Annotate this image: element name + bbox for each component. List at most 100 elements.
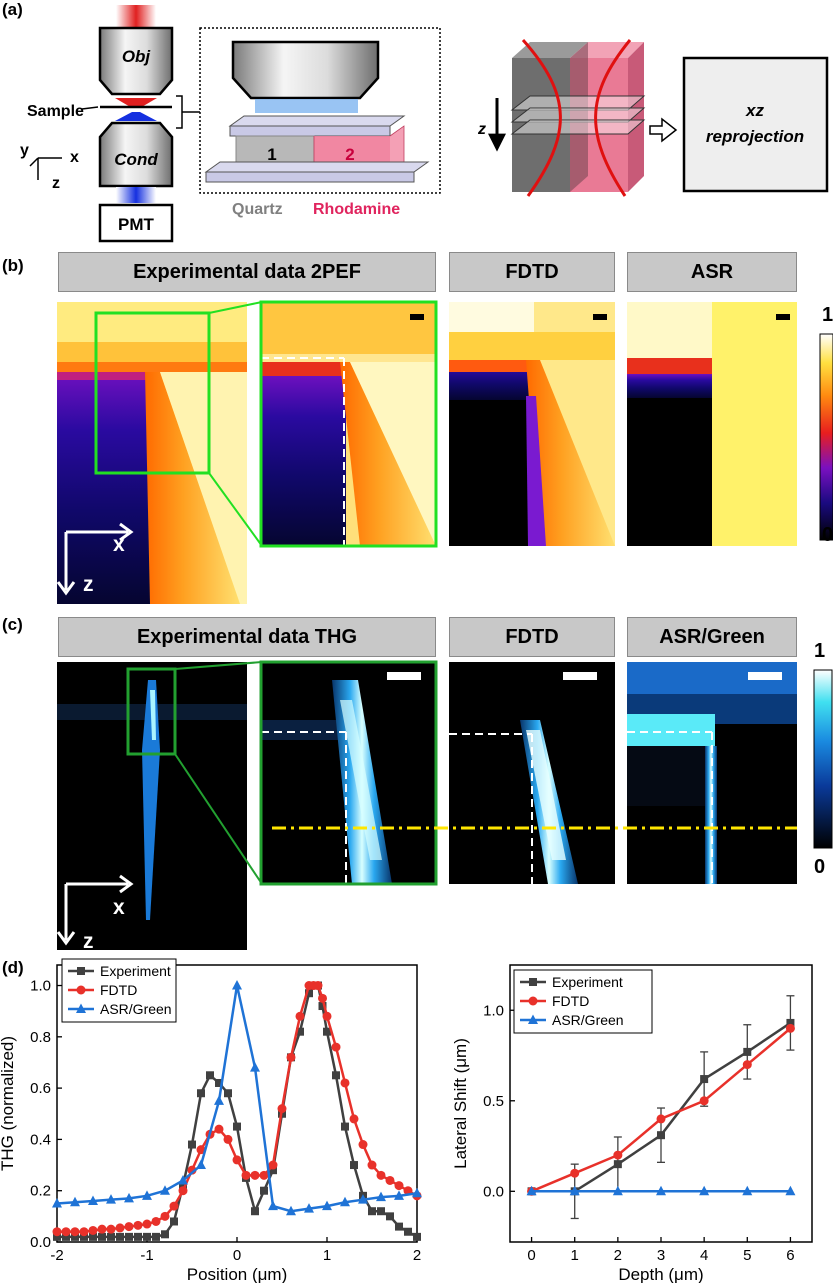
series-asr-green — [52, 980, 422, 1216]
b-axis-x-label: x — [113, 533, 125, 556]
data-point — [286, 1052, 296, 1062]
y-tick-label: 0.0 — [483, 1183, 504, 1200]
data-point — [133, 1220, 143, 1230]
data-point — [151, 1216, 161, 1226]
data-point — [367, 1160, 377, 1170]
image-2pef-experimental — [57, 302, 247, 604]
xz-reprojection-box — [682, 56, 829, 193]
detection-beam-blue — [116, 187, 156, 203]
legend-label: Experiment — [552, 974, 623, 990]
data-point — [259, 1170, 269, 1180]
data-point — [61, 1227, 71, 1237]
data-point — [143, 1232, 151, 1241]
x-tick-label: 1 — [571, 1247, 579, 1264]
legend-marker — [528, 996, 538, 1006]
y-tick-label: 0.6 — [30, 1080, 51, 1097]
data-point — [89, 1232, 97, 1241]
svg-text:z: z — [52, 175, 60, 192]
series-fdtd — [527, 1023, 795, 1196]
data-point — [251, 1207, 259, 1216]
series-asr-green — [526, 1185, 796, 1196]
zoom-line-bottom — [208, 472, 263, 547]
svg-text:x: x — [70, 149, 79, 166]
data-point — [340, 1196, 350, 1207]
b-title-asr: ASR — [627, 252, 797, 292]
x-axis-label: Depth (μm) — [618, 1265, 703, 1283]
data-point — [134, 1232, 142, 1241]
legend-marker — [76, 1003, 86, 1013]
legend-marker — [76, 985, 86, 995]
colorbar-hot — [819, 333, 833, 541]
y-axis-label: Lateral Shift (μm) — [451, 1038, 470, 1169]
x-tick-label: 3 — [657, 1247, 665, 1264]
image-2pef-asr — [627, 302, 797, 546]
data-point — [70, 1196, 80, 1207]
c-title-experimental: Experimental data THG — [58, 617, 436, 657]
data-point — [142, 1190, 152, 1200]
data-point — [742, 1185, 753, 1196]
data-point — [613, 1160, 622, 1169]
zoom-line-top — [174, 661, 263, 670]
data-point — [142, 1219, 152, 1229]
stack-cube — [510, 39, 646, 197]
image-thg-asr-green — [627, 662, 797, 884]
panel-label-a: (a) — [2, 0, 23, 19]
svg-text:xz: xz — [745, 101, 764, 120]
data-point — [196, 1145, 206, 1155]
data-point — [612, 1185, 623, 1196]
objective-label: Obj — [122, 47, 152, 66]
data-point — [313, 981, 323, 991]
data-point — [700, 1075, 709, 1084]
row-b-images — [56, 300, 833, 604]
data-point — [214, 1124, 224, 1134]
data-point — [322, 1011, 332, 1021]
legend-marker — [77, 967, 85, 975]
zoom-box-dashed — [199, 27, 441, 194]
objective-lens: Obj — [98, 26, 174, 96]
data-point — [376, 1170, 386, 1180]
b-colorbar-min: 0 — [822, 524, 833, 546]
x-tick-label: 4 — [700, 1247, 708, 1264]
data-point — [304, 1203, 314, 1213]
c-axis-x-label: x — [113, 896, 125, 919]
sample-label: Sample — [27, 103, 84, 120]
region-1-label: 1 — [267, 145, 276, 164]
data-point — [206, 1071, 214, 1080]
y-tick-label: 0.0 — [30, 1234, 51, 1251]
data-point — [318, 1002, 327, 1011]
data-point — [699, 1096, 709, 1106]
scale-bar — [748, 672, 782, 680]
legend: Experiment FDTD ASR/Green — [61, 958, 177, 1023]
image-2pef-zoomed — [259, 300, 438, 548]
data-point — [170, 1217, 178, 1226]
laser-beam-red — [116, 5, 156, 31]
b-axis-z-label: z — [83, 573, 94, 596]
data-point — [569, 1185, 580, 1196]
data-point — [743, 1047, 752, 1056]
legend-label: ASR/Green — [100, 1001, 172, 1017]
data-point — [268, 1160, 278, 1170]
y-tick-label: 0.8 — [30, 1029, 51, 1046]
x-tick-label: 5 — [743, 1247, 751, 1264]
data-point — [223, 1134, 233, 1144]
data-point — [318, 993, 327, 1003]
data-point — [268, 1200, 278, 1211]
chart-lateral-shift: 0 1 2 3 4 5 6 0.0 0.5 1.0 Depth (μm) Lateral Shift … — [451, 964, 813, 1283]
data-point — [152, 1232, 160, 1241]
image-2pef-fdtd — [449, 302, 615, 546]
data-point — [250, 1170, 260, 1180]
condenser-lens: Cond — [98, 121, 174, 188]
hollow-arrow — [649, 117, 678, 143]
rhodamine-label: Rhodamine — [313, 201, 400, 218]
data-point — [331, 1042, 341, 1052]
series-line — [531, 1021, 792, 1193]
data-point — [53, 1232, 61, 1241]
data-point — [97, 1224, 107, 1234]
series-fdtd — [52, 981, 422, 1237]
data-point — [160, 1211, 170, 1221]
data-point — [404, 1227, 412, 1236]
data-point — [656, 1114, 666, 1124]
x-tick-label: -2 — [50, 1247, 63, 1264]
y-tick-label: 0.5 — [483, 1093, 504, 1110]
data-point — [657, 1131, 665, 1140]
